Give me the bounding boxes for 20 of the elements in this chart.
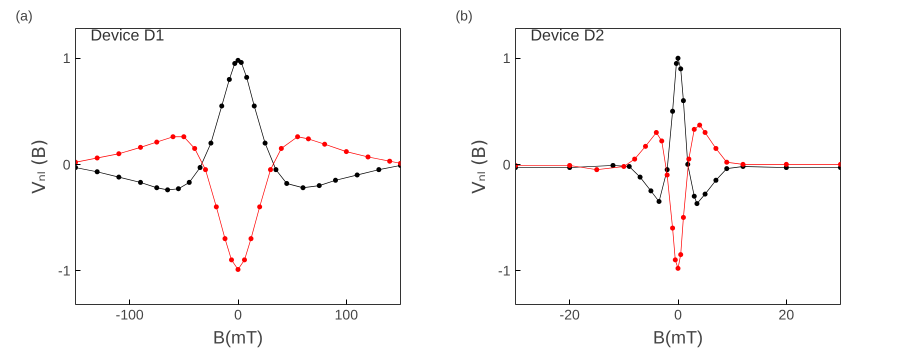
x-tick-label: 0 [234, 306, 242, 322]
y-tick-label: -1 [58, 262, 71, 279]
x-tick-label: 0 [674, 306, 682, 322]
x-axis-title: B(mT) [653, 328, 703, 348]
annotation: Device D1 [90, 28, 164, 44]
y-tick-label: 1 [62, 50, 71, 66]
y-tick-label: 0 [502, 156, 511, 172]
y-tick-label: -1 [498, 262, 511, 279]
annotation: Device D2 [530, 28, 604, 44]
x-tick-label: -20 [560, 306, 580, 322]
x-tick-label: -100 [116, 306, 144, 322]
y-tick-label: 1 [502, 50, 511, 66]
y-axis-title: Vₙₗ (B) [29, 139, 50, 194]
x-axis-title: B(mT) [213, 328, 263, 348]
chart-title: (b) [456, 8, 473, 24]
y-tick-label: 0 [62, 156, 71, 172]
x-tick-label: 20 [778, 306, 794, 322]
y-axis-title: Vₙₗ (B) [469, 139, 490, 194]
chart-title: (a) [16, 8, 33, 24]
x-tick-label: 100 [334, 306, 358, 322]
